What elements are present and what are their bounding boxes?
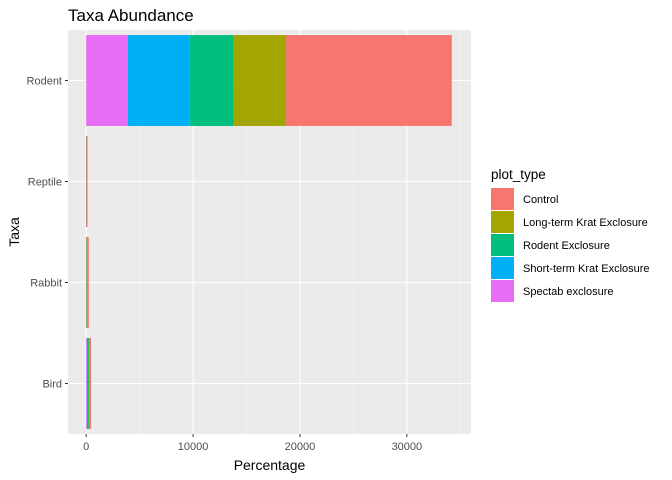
chart-title: Taxa Abundance <box>68 6 194 25</box>
x-tick-label: 0 <box>83 441 89 453</box>
legend-key-spectab-exclosure <box>491 280 514 302</box>
axes: 0 10000 20000 30000 Bird Rabbit Reptile Rodent <box>27 76 423 454</box>
bar-rodent-spectab-exclosure <box>86 35 128 126</box>
bar-bird-rodent-exclosure <box>88 338 90 429</box>
legend-label-long-term-krat-exclosure: Long-term Krat Exclosure <box>523 217 648 229</box>
bars <box>86 35 452 429</box>
bar-rodent-long-term-krat-exclosure <box>233 35 287 126</box>
legend-key-rodent-exclosure <box>491 234 514 256</box>
x-tick-label: 10000 <box>178 441 209 453</box>
y-axis-title: Taxa <box>6 217 22 247</box>
bar-rabbit-control <box>87 237 89 328</box>
legend-label-control: Control <box>523 194 558 206</box>
x-tick-label: 30000 <box>392 441 423 453</box>
bar-bird-short-term-krat-exclosure <box>86 338 89 429</box>
legend-label-short-term-krat-exclosure: Short-term Krat Exclosure <box>523 263 650 275</box>
legend-key-control <box>491 188 514 210</box>
bar-bird-long-term-krat-exclosure <box>88 338 90 429</box>
legend-key-short-term-krat-exclosure <box>491 257 514 279</box>
bar-rodent-control <box>286 35 452 126</box>
bar-rodent-rodent-exclosure <box>189 35 234 126</box>
y-tick-label: Bird <box>42 379 62 391</box>
bar-rabbit-long-term-krat-exclosure <box>86 237 88 328</box>
y-tick-label: Rabbit <box>30 278 62 290</box>
bar-rodent-short-term-krat-exclosure <box>127 35 190 126</box>
bar-bird-control <box>89 338 91 429</box>
bar-reptile-control <box>86 136 88 227</box>
x-axis-title: Percentage <box>234 457 306 473</box>
y-tick-label: Reptile <box>28 177 62 189</box>
legend: Control Long-term Krat Exclosure Rodent Ex… <box>491 188 650 302</box>
bar-bird-spectab-exclosure <box>86 338 88 429</box>
y-tick-label: Rodent <box>27 76 62 88</box>
legend-label-spectab-exclosure: Spectab exclosure <box>523 286 614 298</box>
legend-title: plot_type <box>491 167 546 182</box>
x-tick-label: 20000 <box>285 441 316 453</box>
legend-label-rodent-exclosure: Rodent Exclosure <box>523 240 610 252</box>
legend-key-long-term-krat-exclosure <box>491 211 514 233</box>
